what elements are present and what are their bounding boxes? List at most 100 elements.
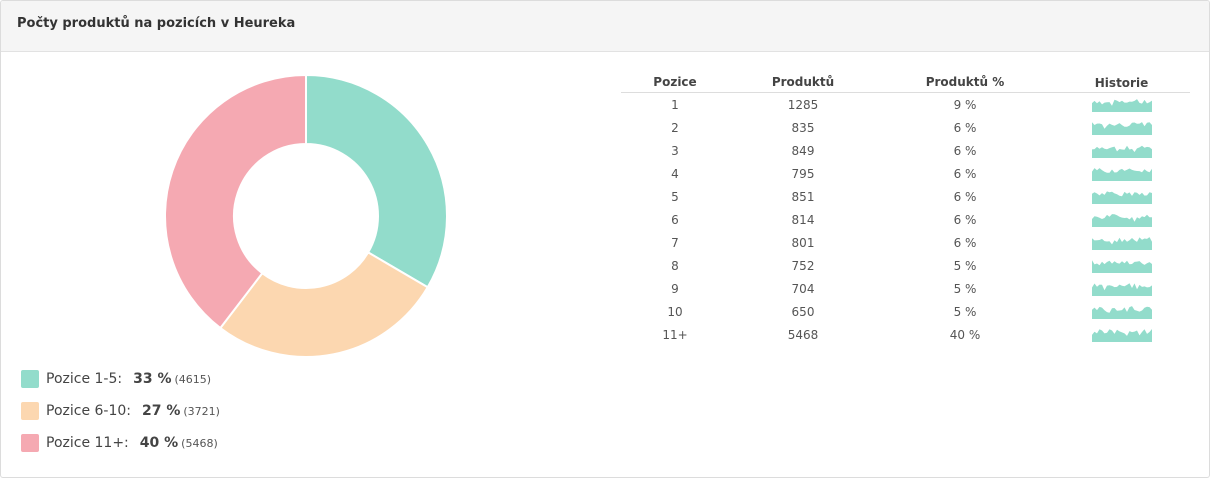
legend-count: (4615) bbox=[174, 372, 212, 386]
cell-history bbox=[1053, 166, 1190, 181]
cell-percent: 6 % bbox=[953, 212, 977, 227]
history-sparkline[interactable] bbox=[1091, 166, 1152, 181]
cell-products: 1285 bbox=[787, 97, 819, 112]
column-header-percent: Produktů % bbox=[925, 75, 1005, 89]
legend-swatch bbox=[21, 370, 39, 388]
legend-label: Pozice 11+: bbox=[46, 435, 129, 451]
cell-history bbox=[1053, 258, 1190, 273]
positions-table: Pozice Produktů Produktů % Historie 1 128… bbox=[621, 74, 1190, 346]
cell-position: 11+ bbox=[662, 327, 688, 342]
table-row: 11+ 5468 40 % bbox=[621, 323, 1190, 346]
legend-swatch bbox=[21, 402, 39, 420]
history-sparkline[interactable] bbox=[1091, 212, 1152, 227]
sparkline-area bbox=[1091, 122, 1152, 135]
cell-products: 849 bbox=[791, 143, 815, 158]
sparkline-area bbox=[1091, 191, 1152, 204]
cell-history bbox=[1053, 304, 1190, 319]
panel-title: Počty produktů na pozicích v Heureka bbox=[17, 16, 296, 31]
history-sparkline[interactable] bbox=[1091, 304, 1152, 319]
history-sparkline[interactable] bbox=[1091, 189, 1152, 204]
cell-percent: 6 % bbox=[953, 120, 977, 135]
table-row: 9 704 5 % bbox=[621, 277, 1190, 300]
cell-products: 835 bbox=[791, 120, 815, 135]
history-sparkline[interactable] bbox=[1091, 97, 1152, 112]
cell-products: 801 bbox=[791, 235, 815, 250]
legend-percent: 33 % bbox=[133, 371, 172, 387]
table-header: Pozice Produktů Produktů % Historie bbox=[621, 74, 1190, 93]
sparkline-area bbox=[1091, 283, 1152, 296]
cell-position: 4 bbox=[671, 166, 679, 181]
column-header-products: Produktů bbox=[771, 75, 835, 89]
chart-legend: Pozice 1-5: 33 % (4615) Pozice 6-10: 27 … bbox=[21, 363, 220, 459]
cell-position: 8 bbox=[671, 258, 679, 273]
legend-item-positions-6-10[interactable]: Pozice 6-10: 27 % (3721) bbox=[21, 395, 220, 427]
history-sparkline[interactable] bbox=[1091, 327, 1152, 342]
legend-count: (3721) bbox=[183, 404, 220, 418]
cell-percent: 6 % bbox=[953, 235, 977, 250]
cell-products: 795 bbox=[791, 166, 815, 181]
legend-percent: 40 % bbox=[139, 435, 179, 451]
cell-products: 851 bbox=[791, 189, 815, 204]
cell-products: 5468 bbox=[787, 327, 819, 342]
table-row: 5 851 6 % bbox=[621, 185, 1190, 208]
cell-products: 650 bbox=[791, 304, 815, 319]
sparkline-area bbox=[1091, 214, 1152, 227]
legend-item-positions-11-plus[interactable]: Pozice 11+: 40 % (5468) bbox=[21, 427, 220, 459]
cell-history bbox=[1053, 235, 1190, 250]
table-row: 6 814 6 % bbox=[621, 208, 1190, 231]
table-row: 10 650 5 % bbox=[621, 300, 1190, 323]
cell-position: 9 bbox=[671, 281, 679, 296]
cell-history bbox=[1053, 281, 1190, 296]
cell-history bbox=[1053, 143, 1190, 158]
sparkline-area bbox=[1091, 145, 1152, 158]
table-row: 7 801 6 % bbox=[621, 231, 1190, 254]
table-row: 1 1285 9 % bbox=[621, 93, 1190, 116]
cell-percent: 5 % bbox=[953, 304, 977, 319]
cell-history bbox=[1053, 189, 1190, 204]
sparkline-area bbox=[1091, 237, 1152, 250]
donut-slice-1[interactable] bbox=[305, 73, 448, 289]
cell-percent: 6 % bbox=[953, 166, 977, 181]
cell-position: 1 bbox=[671, 97, 679, 112]
history-sparkline[interactable] bbox=[1091, 258, 1152, 273]
donut-chart bbox=[164, 73, 448, 358]
sparkline-area bbox=[1091, 329, 1152, 342]
cell-percent: 40 % bbox=[949, 327, 981, 342]
cell-products: 704 bbox=[791, 281, 815, 296]
cell-percent: 5 % bbox=[953, 258, 977, 273]
cell-history bbox=[1053, 120, 1190, 135]
history-sparkline[interactable] bbox=[1091, 120, 1152, 135]
sparkline-area bbox=[1091, 99, 1152, 112]
legend-item-positions-1-5[interactable]: Pozice 1-5: 33 % (4615) bbox=[21, 363, 220, 395]
donut-slice-3[interactable] bbox=[164, 73, 307, 330]
cell-position: 6 bbox=[671, 212, 679, 227]
cell-percent: 9 % bbox=[953, 97, 977, 112]
cell-position: 7 bbox=[671, 235, 679, 250]
table-row: 8 752 5 % bbox=[621, 254, 1190, 277]
legend-label: Pozice 1-5: bbox=[46, 371, 123, 387]
cell-products: 814 bbox=[791, 212, 815, 227]
sparkline-area bbox=[1091, 260, 1152, 273]
history-sparkline[interactable] bbox=[1091, 143, 1152, 158]
cell-history bbox=[1053, 327, 1190, 342]
legend-label: Pozice 6-10: bbox=[46, 403, 131, 419]
table-row: 3 849 6 % bbox=[621, 139, 1190, 162]
sparkline-area bbox=[1091, 306, 1152, 319]
legend-count: (5468) bbox=[181, 436, 218, 450]
cell-percent: 6 % bbox=[953, 143, 977, 158]
cell-products: 752 bbox=[791, 258, 815, 273]
history-sparkline[interactable] bbox=[1091, 281, 1152, 296]
cell-percent: 6 % bbox=[953, 189, 977, 204]
table-row: 2 835 6 % bbox=[621, 116, 1190, 139]
donut-slice-2[interactable] bbox=[218, 251, 430, 358]
cell-position: 5 bbox=[671, 189, 679, 204]
cell-percent: 5 % bbox=[953, 281, 977, 296]
cell-position: 2 bbox=[671, 120, 679, 135]
table-row: 4 795 6 % bbox=[621, 162, 1190, 185]
table-body: 1 1285 9 % 2 835 6 % 3 849 6 % 4 795 6 % 5 851 6 % 6 814… bbox=[621, 93, 1190, 346]
legend-swatch bbox=[21, 434, 39, 452]
panel-header: Počty produktů na pozicích v Heureka bbox=[1, 1, 1209, 52]
cell-history bbox=[1053, 212, 1190, 227]
history-sparkline[interactable] bbox=[1091, 235, 1152, 250]
